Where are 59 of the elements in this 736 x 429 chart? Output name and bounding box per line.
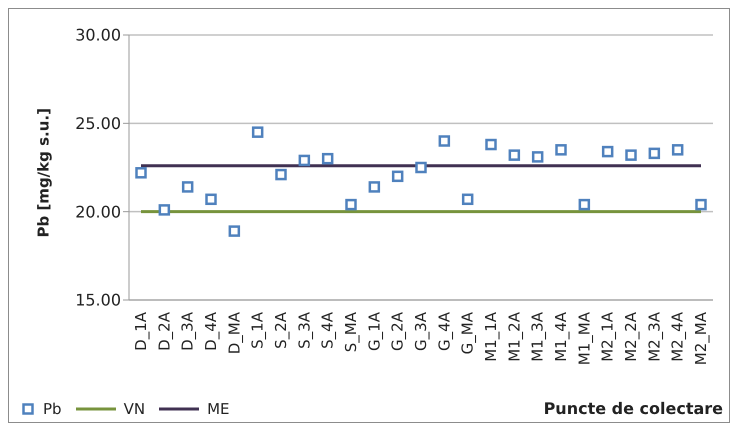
y-tick-label: 15.00 [75,290,121,310]
point [532,151,544,163]
x-tick-label: G_3A [412,311,430,351]
x-tick-label: S_1A [248,311,267,349]
x-tick-label: M2_3A [645,311,664,362]
x-tick-label: M2_4A [668,311,687,362]
x-tick-label: M2_MA [692,311,710,366]
legend-label: VN [124,400,146,418]
x-tick-label: M1_3A [528,311,547,362]
point [625,149,637,161]
point [252,126,264,138]
y-tick-label: 30.00 [75,26,121,45]
y-tick-label: 20.00 [75,202,121,222]
x-tick-label: D_4A [202,311,220,351]
point [392,170,404,182]
y-axis-title: Pb [mg/kg s.u.] [34,108,52,238]
x-tick-label: G_4A [435,311,454,351]
y-tick-label: 25.00 [75,114,121,134]
legend-label: Pb [43,400,62,418]
point [182,181,194,193]
point [438,135,450,147]
x-tick-label: S_MA [342,311,360,352]
legend-label: ME [207,400,230,418]
point [415,162,427,174]
point [345,198,357,210]
point [508,149,520,161]
point [298,154,310,166]
point [555,144,567,156]
x-tick-label: G_1A [365,311,384,351]
point [275,168,287,180]
x-tick-label: M2_1A [598,311,617,362]
point [602,146,614,158]
x-axis-title: Puncte de colectare [544,399,723,418]
x-tick-label: D_3A [178,311,197,351]
x-tick-label: M1_4A [552,311,570,362]
point [158,204,170,216]
point [135,167,147,179]
point [322,152,334,164]
point [368,181,380,193]
x-tick-label: S_2A [272,311,290,349]
x-tick-label: S_3A [295,311,314,349]
x-tick-label: M1_1A [482,311,500,362]
point [672,144,684,156]
x-tick-label: M2_2A [622,311,640,362]
x-tick-label: D_2A [155,311,174,351]
point [648,148,660,160]
point [578,198,590,210]
x-tick-label: D_1A [132,311,150,351]
point [228,225,240,237]
x-tick-label: M1_MA [575,311,594,366]
point [695,198,707,210]
x-tick-label: S_4A [318,311,337,349]
x-tick-label: M1_2A [505,311,524,362]
point [205,194,217,206]
x-tick-label: G_2A [388,311,407,351]
x-tick-label: G_MA [458,311,477,354]
x-tick-label: D_MA [225,311,244,354]
point [485,138,497,150]
point [462,194,474,206]
